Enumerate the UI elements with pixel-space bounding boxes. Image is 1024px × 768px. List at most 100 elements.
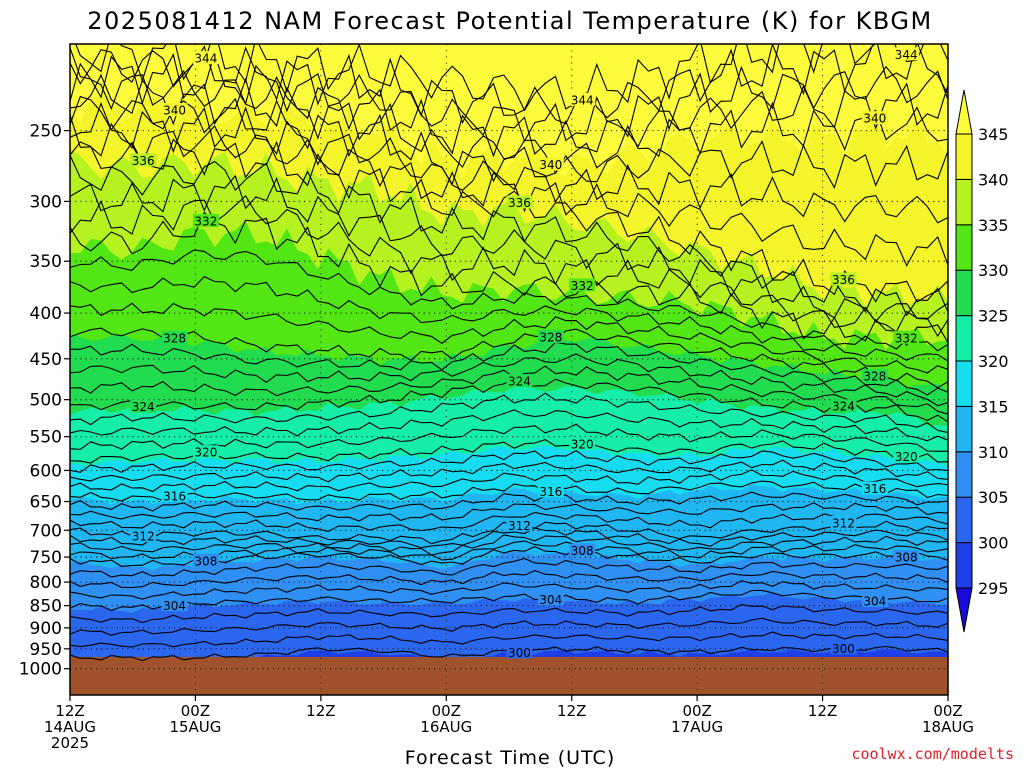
contour-label-bg — [569, 437, 596, 451]
contour-label-bg — [569, 278, 596, 292]
contour-label: 304 — [539, 593, 562, 607]
contour-line-332-3 — [70, 154, 948, 317]
contour-line-312-3 — [70, 491, 948, 512]
colorbar-segment — [955, 542, 973, 589]
colorbar-tick-label: 310 — [978, 443, 1009, 462]
colorbar-segment — [955, 224, 973, 271]
x-tick-label: 16AUG — [420, 718, 472, 736]
colorbar-tick-label: 345 — [978, 125, 1009, 144]
contour-label: 332 — [571, 279, 594, 293]
contour-label-bg — [830, 272, 857, 286]
contour-label-bg — [506, 518, 533, 532]
contour-label: 340 — [163, 103, 186, 117]
colorbar-segment — [955, 269, 973, 317]
contour-label-bg — [893, 550, 920, 564]
x-tick-label: 15AUG — [169, 718, 221, 736]
colorbar-tick-label: 320 — [978, 352, 1009, 371]
contour-line-320-2 — [70, 409, 948, 442]
y-tick-label: 550 — [30, 428, 62, 448]
y-tick-label: 900 — [30, 619, 62, 639]
contour-label: 344 — [895, 48, 918, 62]
contour-label-bg — [506, 195, 533, 209]
contour-label-bg — [861, 369, 888, 383]
colorbar-segment — [955, 315, 973, 362]
contour-label-bg — [161, 102, 188, 116]
contour-label-bg — [192, 213, 219, 227]
chart-title: 2025081412 NAM Forecast Potential Temper… — [87, 7, 932, 35]
contour-label: 316 — [863, 482, 886, 496]
contour-label: 332 — [895, 331, 918, 345]
y-tick-label: 500 — [30, 391, 62, 411]
contour-line-324-1 — [70, 365, 948, 415]
y-tick-label: 350 — [30, 252, 62, 272]
contour-label-bg — [569, 543, 596, 557]
contour-label-bg — [537, 592, 564, 606]
contour-label-bg — [161, 598, 188, 612]
contour-label: 308 — [571, 544, 594, 558]
contour-label: 312 — [508, 519, 531, 533]
y-tick-label: 950 — [30, 640, 62, 660]
y-tick-label: 450 — [30, 350, 62, 370]
y-tick-label: 650 — [30, 493, 62, 513]
contour-label-bg — [130, 529, 157, 543]
y-tick-label: 800 — [30, 573, 62, 593]
contour-label-bg — [161, 488, 188, 502]
colorbar-tick-label: 315 — [978, 397, 1009, 416]
contour-line-312-1 — [70, 511, 948, 532]
contour-label: 340 — [539, 158, 562, 172]
contour-label: 336 — [832, 273, 855, 287]
contour-line-316-2 — [70, 459, 948, 483]
contour-line-340-3 — [70, 44, 948, 125]
x-tick-label: 12Z — [557, 702, 586, 720]
contour-line-328-0 — [70, 327, 948, 389]
contour-label-bg — [830, 515, 857, 529]
contour-label-bg — [569, 92, 596, 106]
contour-label: 300 — [832, 642, 855, 656]
contour-line-300-2 — [70, 617, 948, 636]
colorbar-segment — [955, 133, 973, 180]
contour-label: 316 — [539, 485, 562, 499]
contour-line-320-3 — [70, 392, 948, 434]
contour-label: 308 — [194, 554, 217, 568]
x-tick-label: 12Z — [808, 702, 837, 720]
plot-frame — [69, 43, 949, 696]
contour-line-328-3 — [70, 249, 948, 352]
contour-line-300-3 — [70, 603, 948, 624]
contour-line-324-3 — [70, 341, 948, 396]
contour-line-324-2 — [70, 353, 948, 407]
colorbar-tick-label: 330 — [978, 261, 1009, 280]
contour-label-bg — [537, 484, 564, 498]
contour-line-328-2 — [70, 275, 948, 362]
colorbar-tick-label: 305 — [978, 488, 1009, 507]
contour-label-bg — [161, 331, 188, 345]
y-tick-label: 400 — [30, 304, 62, 324]
contour-label: 320 — [895, 450, 918, 464]
contour-line-312-2 — [70, 502, 948, 522]
y-tick-label: 300 — [30, 192, 62, 212]
contour-line-336-0 — [70, 138, 948, 303]
y-tick-label: 850 — [30, 597, 62, 617]
contour-line-304-1 — [70, 580, 948, 600]
colorbar-tick-label: 325 — [978, 307, 1009, 326]
contour-label-bg — [893, 449, 920, 463]
contour-label: 316 — [163, 489, 186, 503]
x-tick-label: 12Z — [55, 702, 84, 720]
contour-line-304-3 — [70, 557, 948, 578]
contour-label-bg — [192, 553, 219, 567]
y-tick-label: 600 — [30, 461, 62, 481]
contour-line-300-1 — [70, 631, 948, 648]
contour-line-332-2 — [70, 174, 948, 323]
contour-label-bg — [192, 445, 219, 459]
colorbar-segment — [955, 405, 973, 453]
contour-label: 304 — [863, 594, 886, 608]
contour-label-bg — [893, 47, 920, 61]
x-tick-label: 12Z — [306, 702, 335, 720]
contour-label-bg — [130, 153, 157, 167]
contour-label: 324 — [132, 400, 155, 414]
contour-label: 320 — [194, 446, 217, 460]
contour-label: 320 — [571, 438, 594, 452]
x-axis-label: Forecast Time (UTC) — [405, 747, 615, 768]
contour-line-328-1 — [70, 302, 948, 374]
